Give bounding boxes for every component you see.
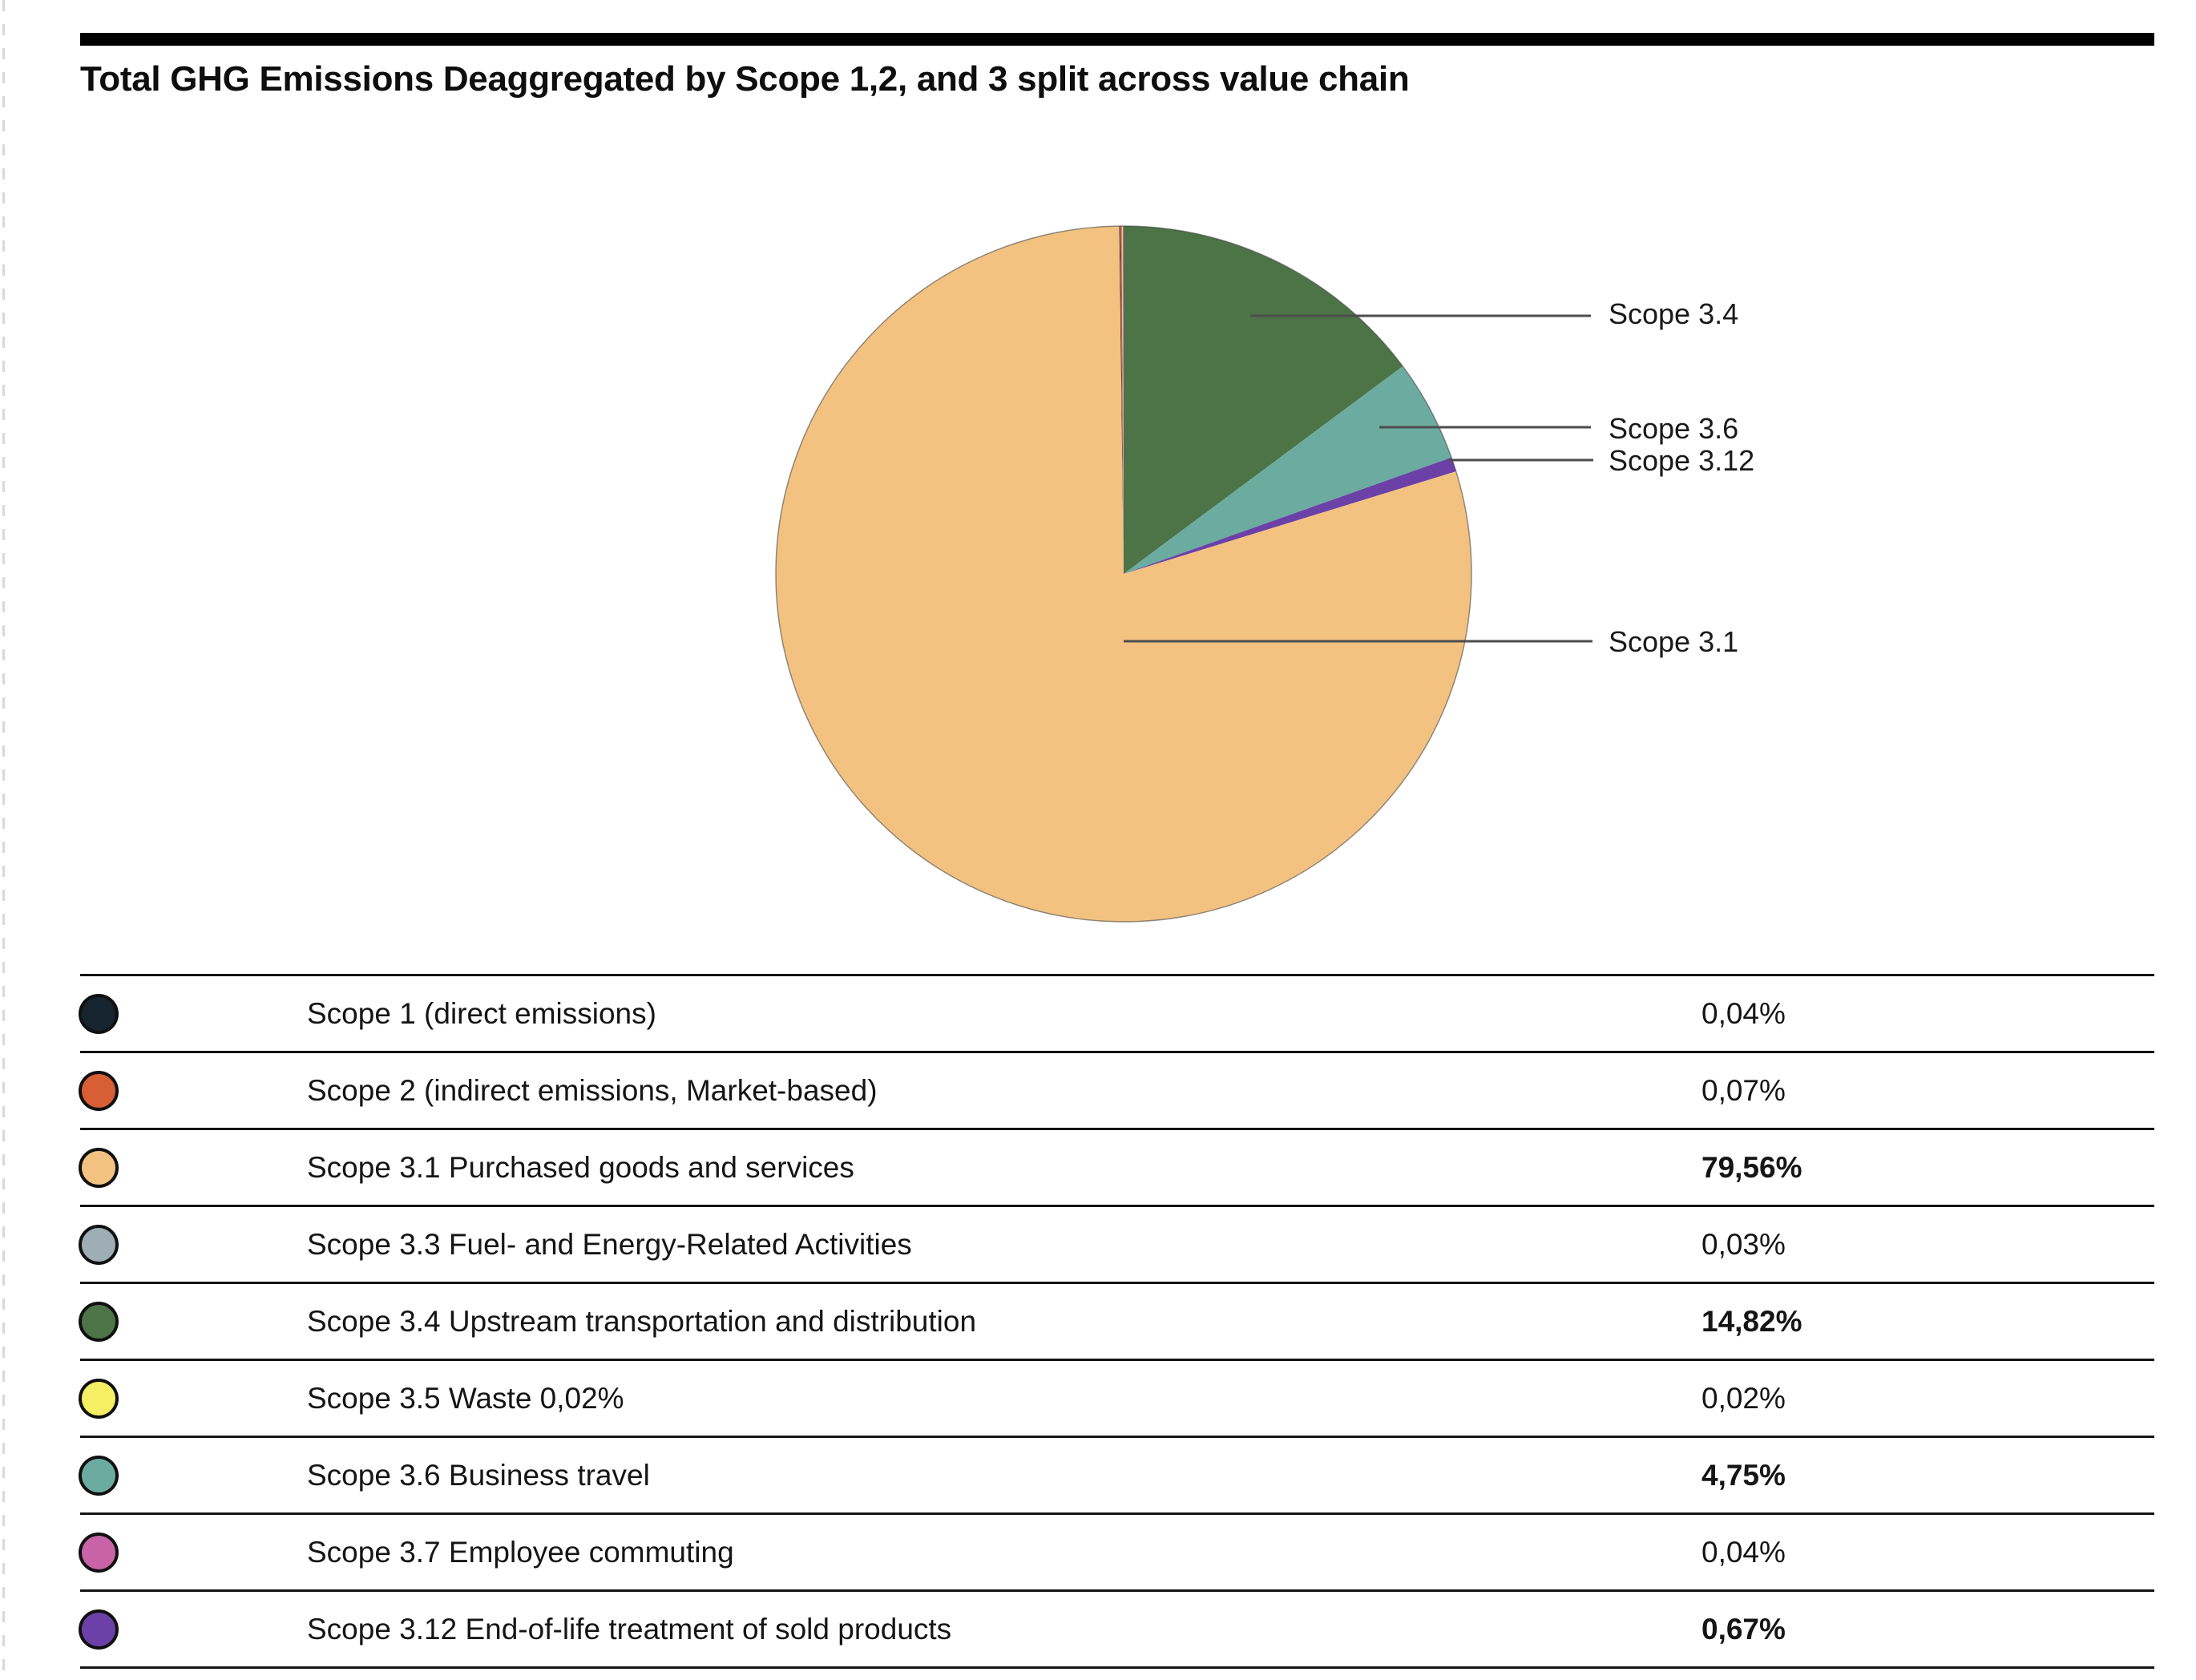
table-row: Scope 3.4 Upstream transportation and di… — [79, 1282, 2154, 1359]
table-row: Scope 3.7 Employee commuting 0,04% — [79, 1512, 2154, 1589]
legend-row-label: Scope 3.6 Business travel — [307, 1458, 650, 1492]
pie-slice-scope-3-3 — [1121, 226, 1124, 574]
legend-row-label: Scope 3.12 End-of-life treatment of sold… — [307, 1612, 952, 1646]
pie-slice-scope-1 — [1119, 226, 1124, 574]
callout-label-scope-3-1: Scope 3.1 — [1609, 625, 1739, 658]
legend-row-label: Scope 1 (direct emissions) — [307, 996, 656, 1030]
legend-row-value: 0,07% — [1701, 1073, 1786, 1107]
legend-row-value: 14,82% — [1701, 1304, 1802, 1338]
legend-color-dot — [79, 1301, 119, 1342]
legend-row-label: Scope 3.3 Fuel- and Energy-Related Activ… — [307, 1227, 912, 1261]
table-row: Scope 3.5 Waste 0,02% 0,02% — [79, 1359, 2154, 1436]
legend-row-label: Scope 3.5 Waste 0,02% — [307, 1381, 624, 1415]
legend-row-label: Scope 3.1 Purchased goods and services — [307, 1150, 854, 1184]
pie-outline — [775, 225, 1472, 923]
pie-slice-scope-2 — [1120, 226, 1124, 574]
pie-slice-scope-3-6 — [1124, 365, 1451, 574]
chart-title: Total GHG Emissions Deaggregated by Scop… — [80, 59, 1410, 99]
callout-label-scope-3-4: Scope 3.4 — [1609, 297, 1739, 330]
legend-row-value: 0,67% — [1701, 1612, 1786, 1646]
callout-label-scope-3-12: Scope 3.12 — [1609, 444, 1755, 477]
legend-row-value: 0,02% — [1701, 1381, 1786, 1415]
legend-row-label: Scope 2 (indirect emissions, Market-base… — [307, 1073, 878, 1107]
legend-color-dot — [79, 1532, 119, 1573]
table-row: Scope 1 (direct emissions) 0,04% — [79, 974, 2154, 1051]
callout-label-scope-3-6: Scope 3.6 — [1609, 412, 1739, 445]
legend-color-dot — [79, 1455, 119, 1496]
legend-row-value: 0,04% — [1701, 996, 1786, 1030]
legend-color-dot — [79, 1147, 119, 1188]
legend-color-dot — [79, 1070, 119, 1111]
table-row: Scope 2 (indirect emissions, Market-base… — [79, 1051, 2154, 1128]
pie-slice-scope-3-4 — [1124, 226, 1403, 574]
table-row: Scope 3.12 End-of-life treatment of sold… — [79, 1589, 2154, 1666]
legend-row-label: Scope 3.7 Employee commuting — [307, 1535, 734, 1569]
legend-row-value: 0,03% — [1701, 1227, 1786, 1261]
table-row: Scope 3.3 Fuel- and Energy-Related Activ… — [79, 1205, 2154, 1282]
scanned-page-edge — [2, 0, 5, 1680]
pie-slice-scope-3-1 — [775, 226, 1471, 922]
pie-slice-scope-3-5 — [1122, 225, 1124, 574]
legend-table: Scope 1 (direct emissions) 0,04% Scope 2… — [79, 974, 2154, 1669]
table-row: Scope 3.1 Purchased goods and services 7… — [79, 1128, 2154, 1205]
pie-slices-group — [775, 225, 1471, 922]
pie-slice-scope-3-12 — [1124, 457, 1456, 574]
pie-slice-scope-3-7 — [1122, 225, 1124, 574]
legend-row-value: 0,04% — [1701, 1535, 1786, 1569]
legend-color-dot — [79, 1378, 119, 1419]
title-rule-bar — [80, 33, 2154, 46]
legend-color-dot — [79, 993, 119, 1034]
legend-row-value: 4,75% — [1701, 1458, 1786, 1492]
table-row: Scope 3.6 Business travel 4,75% — [79, 1436, 2154, 1512]
legend-row-value: 79,56% — [1701, 1150, 1802, 1184]
legend-color-dot — [79, 1224, 119, 1265]
legend-color-dot — [79, 1609, 119, 1650]
legend-row-label: Scope 3.4 Upstream transportation and di… — [307, 1304, 977, 1338]
